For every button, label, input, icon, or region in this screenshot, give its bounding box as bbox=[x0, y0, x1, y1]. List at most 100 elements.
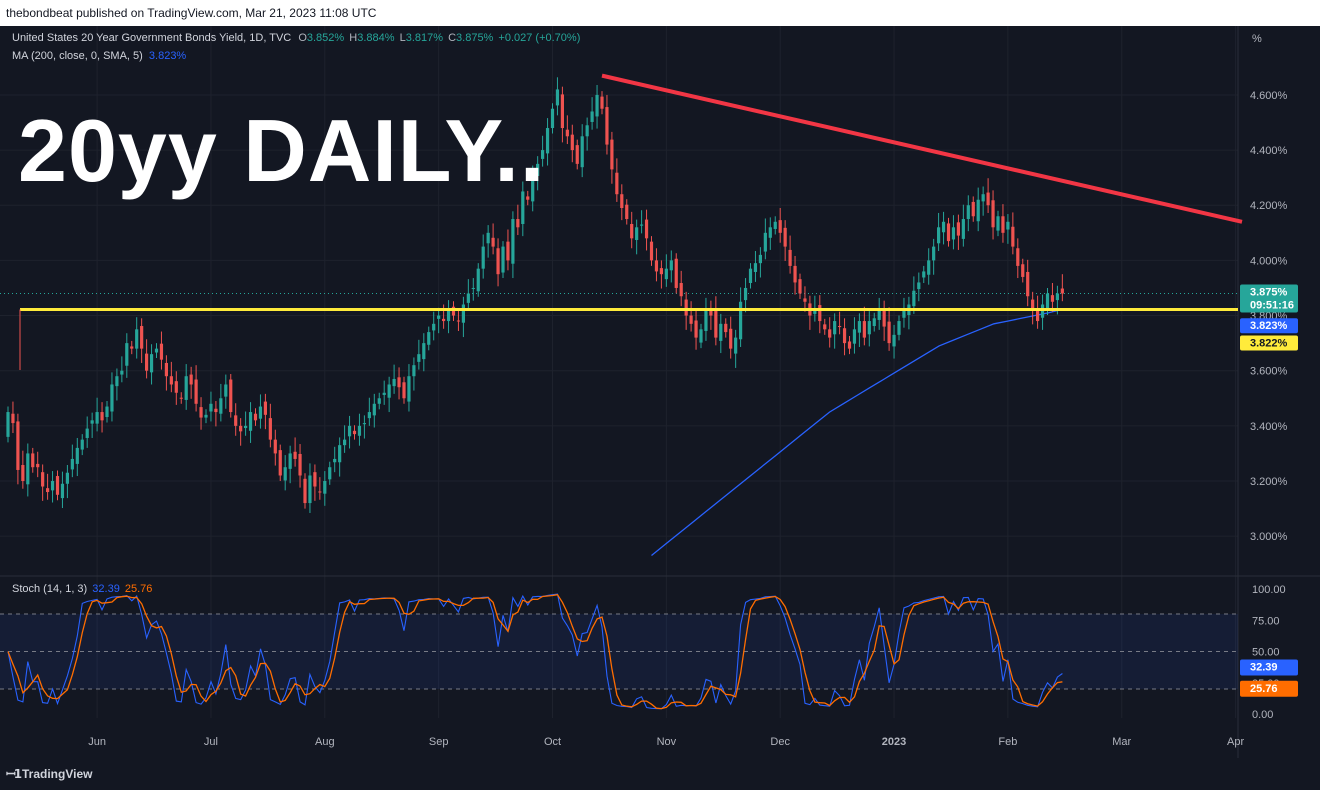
candle-body bbox=[526, 196, 530, 200]
candle-body bbox=[159, 343, 164, 360]
candle-body bbox=[704, 310, 708, 331]
candle-body bbox=[674, 258, 678, 288]
open-label: O bbox=[298, 32, 307, 44]
last-price-badge-text: 3.875% bbox=[1250, 286, 1288, 298]
candle-body bbox=[456, 320, 461, 322]
candle-body bbox=[649, 241, 654, 261]
time-axis[interactable]: Jun Jul Aug Sep Oct Nov Dec 2023 Feb Mar Apr bbox=[88, 736, 1244, 748]
price-tick-label: 3.600% bbox=[1250, 366, 1288, 378]
price-tick-label: 3.000% bbox=[1250, 531, 1288, 543]
candle-body bbox=[798, 279, 802, 294]
stoch-tick-label: 100.00 bbox=[1252, 584, 1286, 596]
candle-body bbox=[610, 139, 614, 170]
candle-body bbox=[16, 421, 20, 470]
candle-body bbox=[654, 260, 659, 272]
candle-body bbox=[828, 329, 832, 338]
candle-body bbox=[125, 343, 129, 366]
trendline[interactable] bbox=[601, 73, 1243, 224]
candle-body bbox=[937, 227, 941, 244]
candle-body bbox=[857, 321, 861, 333]
candle-body bbox=[664, 268, 668, 280]
candle-body bbox=[338, 445, 342, 463]
candle-body bbox=[813, 310, 817, 314]
candle-body bbox=[451, 306, 456, 316]
candle-body bbox=[1036, 310, 1040, 322]
change-value: +0.027 (+0.70%) bbox=[498, 32, 581, 44]
candle-body bbox=[145, 353, 149, 371]
candle-body bbox=[1011, 226, 1015, 247]
candle-body bbox=[793, 265, 797, 283]
candle-body bbox=[11, 413, 15, 424]
candle-body bbox=[763, 232, 767, 252]
price-axis-unit: % bbox=[1252, 33, 1262, 45]
candle-body bbox=[630, 223, 634, 239]
candle-body bbox=[506, 241, 510, 261]
stoch-legend[interactable]: Stoch (14, 1, 3) 32.39 25.76 bbox=[12, 583, 152, 595]
ma-label: MA (200, close, 0, SMA, 5) bbox=[12, 50, 143, 62]
candle-body bbox=[268, 418, 272, 440]
close-value: 3.875% bbox=[456, 32, 494, 44]
candle-body bbox=[689, 315, 693, 324]
candle-body bbox=[991, 200, 995, 228]
candle-body bbox=[392, 378, 396, 387]
low-value: 3.817% bbox=[405, 32, 444, 44]
ma-200-path bbox=[651, 308, 1063, 557]
candle-body bbox=[154, 348, 159, 353]
candle-body bbox=[263, 401, 267, 415]
stoch-lines bbox=[7, 593, 1063, 710]
ma-legend[interactable]: MA (200, close, 0, SMA, 5) 3.823% bbox=[12, 50, 186, 62]
symbol-legend[interactable]: United States 20 Year Government Bonds Y… bbox=[12, 32, 580, 44]
candle-body bbox=[179, 397, 183, 399]
time-tick-label: Mar bbox=[1112, 736, 1131, 748]
candle-body bbox=[833, 321, 837, 335]
candle-body bbox=[550, 108, 555, 129]
candle-body bbox=[55, 476, 60, 495]
candle-body bbox=[328, 467, 332, 480]
candle-body bbox=[570, 134, 574, 151]
candle-body bbox=[966, 205, 970, 220]
candle-body bbox=[110, 384, 114, 412]
chart-canvas[interactable]: %4.600%4.400%4.200%4.000%3.800%3.600%3.4… bbox=[0, 26, 1320, 758]
candle-body bbox=[60, 483, 65, 499]
support-line[interactable] bbox=[19, 307, 1238, 371]
time-tick-label: Dec bbox=[770, 736, 790, 748]
candle-body bbox=[620, 194, 624, 208]
candle-body bbox=[501, 246, 505, 273]
candle-body bbox=[21, 465, 25, 481]
candle-body bbox=[432, 323, 436, 331]
candle-body bbox=[239, 425, 243, 432]
candle-body bbox=[437, 315, 441, 319]
candle-body bbox=[412, 365, 416, 377]
candle-body bbox=[402, 382, 406, 399]
candle-body bbox=[877, 310, 881, 320]
candle-body bbox=[313, 472, 317, 487]
candle-body bbox=[565, 129, 569, 137]
candle-body bbox=[194, 379, 198, 404]
ma-badge-text: 3.823% bbox=[1250, 320, 1288, 332]
candle-body bbox=[729, 328, 733, 349]
candle-body bbox=[140, 326, 144, 349]
candle-body bbox=[1001, 216, 1005, 233]
candle-body bbox=[461, 304, 465, 323]
candle-body bbox=[164, 362, 168, 377]
candle-body bbox=[130, 346, 134, 349]
candle-body bbox=[545, 128, 550, 154]
candle-body bbox=[976, 199, 980, 222]
candle-body bbox=[768, 227, 772, 238]
tradingview-logo[interactable]: ꟷ𝟭 TradingView bbox=[6, 765, 92, 782]
candle-body bbox=[46, 488, 50, 493]
candle-body bbox=[135, 329, 139, 349]
symbol-name: United States 20 Year Government Bonds Y… bbox=[12, 32, 292, 44]
candle-body bbox=[555, 89, 560, 106]
candle-body bbox=[36, 463, 40, 468]
candle-body bbox=[41, 472, 45, 487]
candle-body bbox=[605, 107, 609, 145]
candle-body bbox=[788, 249, 792, 266]
candle-body bbox=[516, 219, 520, 228]
candle-body bbox=[442, 318, 446, 322]
candle-body bbox=[234, 415, 238, 426]
candle-body bbox=[209, 403, 213, 412]
candle-body bbox=[778, 220, 782, 233]
candle-body bbox=[1016, 248, 1020, 266]
candle-body bbox=[169, 376, 173, 385]
